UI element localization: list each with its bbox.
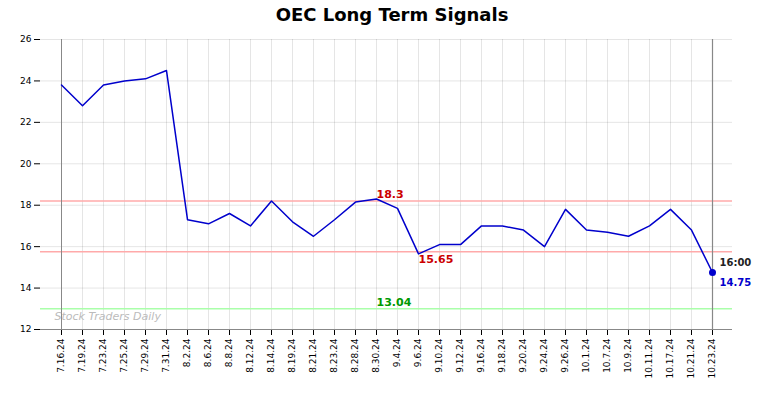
svg-text:7.25.24: 7.25.24 (119, 338, 129, 373)
svg-text:7.29.24: 7.29.24 (140, 338, 150, 373)
svg-text:16: 16 (20, 242, 32, 252)
svg-text:18.3: 18.3 (377, 188, 404, 201)
svg-text:7.31.24: 7.31.24 (161, 338, 171, 373)
svg-text:22: 22 (20, 117, 31, 127)
svg-text:15.65: 15.65 (419, 253, 454, 266)
svg-text:10.7.24: 10.7.24 (602, 338, 612, 373)
svg-text:20: 20 (20, 159, 32, 169)
svg-text:8.21.24: 8.21.24 (308, 338, 318, 373)
svg-text:8.30.24: 8.30.24 (371, 338, 381, 373)
svg-text:8.14.24: 8.14.24 (266, 338, 276, 373)
svg-text:14.75: 14.75 (720, 277, 752, 288)
svg-text:12: 12 (20, 324, 31, 334)
svg-text:10.23.24: 10.23.24 (707, 338, 717, 378)
svg-text:8.12.24: 8.12.24 (245, 338, 255, 373)
svg-text:10.9.24: 10.9.24 (623, 338, 633, 373)
svg-text:8.6.24: 8.6.24 (203, 338, 213, 367)
svg-text:8.28.24: 8.28.24 (350, 338, 360, 373)
svg-text:7.19.24: 7.19.24 (77, 338, 87, 373)
svg-text:8.2.24: 8.2.24 (182, 338, 192, 367)
svg-text:10.1.24: 10.1.24 (581, 338, 591, 373)
svg-text:10.11.24: 10.11.24 (644, 338, 654, 378)
svg-text:26: 26 (20, 34, 32, 44)
svg-text:9.24.24: 9.24.24 (539, 338, 549, 373)
svg-text:Stock Traders Daily: Stock Traders Daily (55, 310, 162, 323)
svg-text:8.19.24: 8.19.24 (287, 338, 297, 373)
svg-text:9.26.24: 9.26.24 (560, 338, 570, 373)
svg-text:24: 24 (20, 76, 32, 86)
svg-text:16:00: 16:00 (720, 257, 752, 268)
svg-text:14: 14 (20, 283, 32, 293)
svg-text:9.20.24: 9.20.24 (518, 338, 528, 373)
svg-text:13.04: 13.04 (377, 296, 412, 309)
svg-text:9.16.24: 9.16.24 (476, 338, 486, 373)
svg-text:7.16.24: 7.16.24 (56, 338, 66, 373)
svg-text:10.21.24: 10.21.24 (686, 338, 696, 378)
svg-text:18: 18 (20, 200, 32, 210)
svg-text:9.4.24: 9.4.24 (392, 338, 402, 367)
svg-text:9.10.24: 9.10.24 (434, 338, 444, 373)
svg-text:7.23.24: 7.23.24 (98, 338, 108, 373)
svg-text:9.12.24: 9.12.24 (455, 338, 465, 373)
html-text:OEC Long Term Signals: OEC Long Term Signals (275, 4, 509, 25)
svg-text:9.6.24: 9.6.24 (413, 338, 423, 367)
svg-text:8.8.24: 8.8.24 (224, 338, 234, 367)
svg-text:9.18.24: 9.18.24 (497, 338, 507, 373)
svg-text:10.17.24: 10.17.24 (665, 338, 675, 378)
svg-text:8.23.24: 8.23.24 (329, 338, 339, 373)
